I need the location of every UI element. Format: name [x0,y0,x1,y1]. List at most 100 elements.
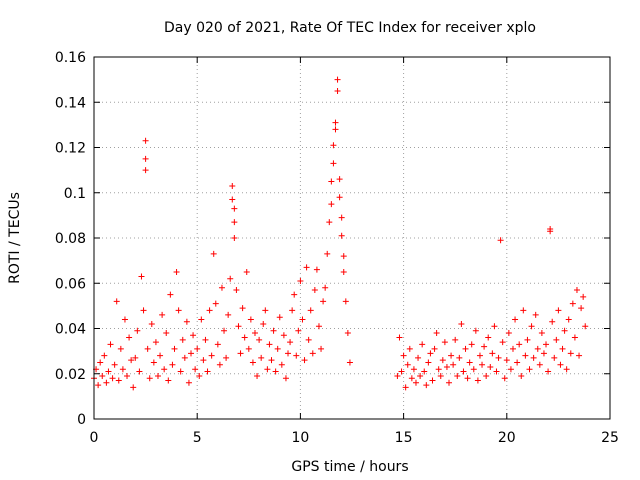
data-point [163,330,170,337]
data-point [218,284,225,291]
data-point [212,300,219,307]
data-point [169,361,176,368]
data-point [105,368,112,375]
data-point [402,384,409,391]
data-point [545,368,552,375]
data-point [342,298,349,305]
data-point [493,368,500,375]
y-tick-label: 0.1 [64,186,86,202]
data-point [448,352,455,359]
data-point [159,311,166,318]
data-point [520,307,527,314]
data-point [287,339,294,346]
data-point [117,345,124,352]
data-point [295,327,302,334]
data-point [555,307,562,314]
data-point [421,368,428,375]
data-point [324,250,331,257]
data-point [452,336,459,343]
data-point [109,375,116,382]
data-point [417,373,424,380]
data-point [289,307,296,314]
data-point [495,354,502,361]
data-point [148,320,155,327]
data-point [128,357,135,364]
data-point [497,237,504,244]
data-point [429,377,436,384]
x-tick-label: 0 [90,430,99,446]
data-point [346,359,353,366]
data-point [101,352,108,359]
data-point [130,384,137,391]
data-point [340,253,347,260]
y-tick-label: 0.14 [55,95,86,111]
data-point [221,327,228,334]
data-point [507,366,514,373]
data-point [272,368,279,375]
data-point [509,345,516,352]
data-point [567,350,574,357]
y-tick-label: 0.08 [55,231,86,247]
data-point [410,366,417,373]
data-point [479,361,486,368]
data-point [194,345,201,352]
data-point [282,375,289,382]
data-point [190,332,197,339]
plot-frame [93,56,611,420]
data-point [435,366,442,373]
data-point [326,219,333,226]
data-point [249,359,256,366]
data-point [241,334,248,341]
data-point [557,361,564,368]
data-point [559,345,566,352]
data-point [233,287,240,294]
data-point [264,366,271,373]
data-point [144,345,151,352]
data-point [181,354,188,361]
data-point [152,339,159,346]
data-point [415,354,422,361]
data-point [245,345,252,352]
data-point [196,373,203,380]
data-point [569,300,576,307]
data-point [443,363,450,370]
data-point [404,361,411,368]
data-point [332,119,339,126]
data-point [157,352,164,359]
data-point [247,316,254,323]
data-point [95,382,102,389]
data-point [256,336,263,343]
data-point [293,352,300,359]
x-axis-title: GPS time / hours [291,459,408,475]
data-point [192,366,199,373]
data-point [119,366,126,373]
data-point [485,334,492,341]
data-point [231,235,238,241]
data-point [258,354,265,361]
data-point [235,323,242,330]
data-point [400,352,407,359]
data-point [547,228,554,235]
data-point [512,316,519,323]
data-point [97,359,104,366]
data-point [200,357,207,364]
data-point [227,275,234,282]
data-points [91,76,589,391]
data-point [132,354,139,361]
data-point [437,373,444,380]
y-tick-label: 0.02 [55,367,86,383]
data-point [154,373,161,380]
data-point [262,307,269,314]
data-point [578,305,585,312]
data-point [576,352,583,359]
data-point [470,366,477,373]
data-point [538,330,545,337]
data-point [313,266,320,273]
data-point [425,359,432,366]
data-point [142,137,149,144]
data-point [408,375,415,382]
data-point [454,373,461,380]
data-point [142,155,149,162]
data-point [320,298,327,305]
